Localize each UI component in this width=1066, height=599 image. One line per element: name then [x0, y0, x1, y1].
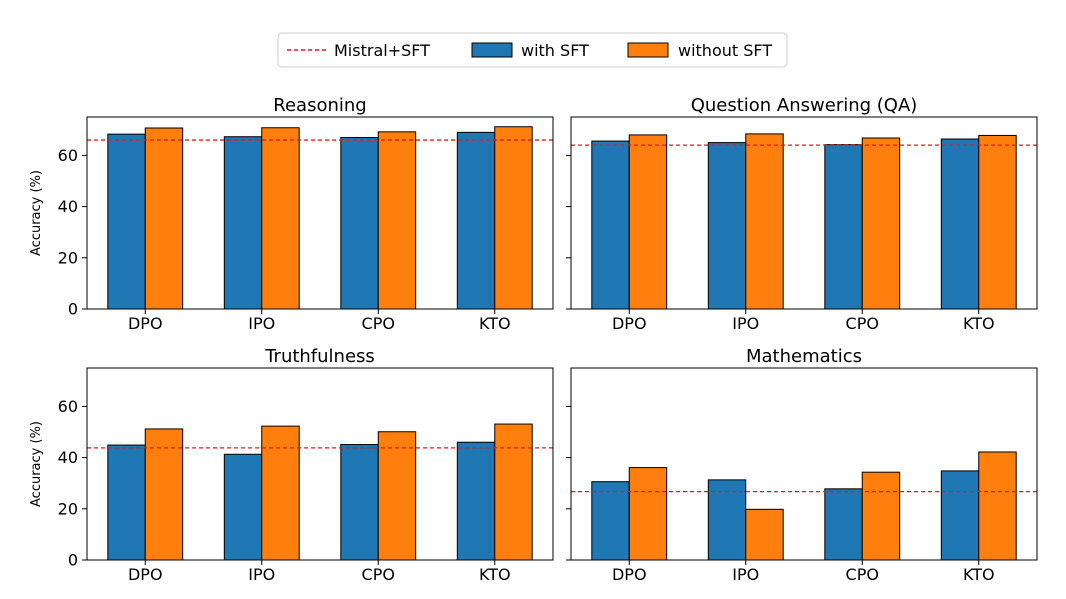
bar-without-sft-cpo [861, 137, 901, 310]
bar-without-sft-dpo [144, 127, 184, 310]
axes-frame [86, 116, 554, 310]
x-tick-label: CPO [362, 314, 395, 333]
x-tick-label: KTO [963, 314, 995, 333]
panel-title: Question Answering (QA) [691, 95, 918, 116]
bar-without-sft-ipo [261, 127, 300, 310]
legend-with-label: with SFT [521, 41, 589, 60]
y-axis-label: Accuracy (%) [29, 170, 44, 256]
bar-without-sft-dpo [628, 467, 668, 561]
panel-title: Truthfulness [264, 346, 375, 367]
legend-without-label: without SFT [678, 41, 772, 60]
bar-without-sft-kto [978, 134, 1017, 310]
bar-without-sft-cpo [377, 131, 417, 310]
x-tick-label: IPO [732, 314, 759, 333]
x-tick-label: DPO [612, 314, 647, 333]
bar-with-sft-ipo [707, 142, 747, 310]
legend-frame [277, 32, 788, 68]
bar-without-sft-ipo [745, 508, 784, 561]
bar-without-sft-dpo [628, 134, 668, 310]
x-tick-label: IPO [732, 565, 759, 584]
y-tick-label: 40 [58, 448, 78, 467]
legend: Mistral+SFT with SFT without SFT [277, 32, 788, 68]
x-tick-label: DPO [612, 565, 647, 584]
bar-without-sft-dpo [144, 428, 184, 561]
y-tick-label: 40 [58, 197, 78, 216]
x-tick-label: KTO [963, 565, 995, 584]
panel-title: Mathematics [746, 346, 862, 367]
bar-with-sft-kto [940, 470, 980, 561]
panel-truthfulness: Truthfulness DPO IPO CPO KTO 0 20 40 60 Accuracy … [29, 346, 554, 584]
axes-frame [570, 116, 1038, 310]
bar-without-sft-cpo [861, 471, 901, 561]
panel-title: Reasoning [273, 95, 366, 116]
bar-with-sft-kto [456, 131, 496, 310]
bar-with-sft-ipo [223, 136, 263, 310]
bar-with-sft-cpo [340, 136, 379, 310]
axes-frame [86, 367, 554, 561]
bar-with-sft-dpo [107, 444, 146, 561]
x-tick-label: DPO [128, 314, 163, 333]
bar-without-sft-kto [494, 423, 533, 561]
y-tick-label: 20 [58, 499, 78, 518]
bar-with-sft-dpo [591, 140, 630, 310]
x-tick-label: CPO [362, 565, 395, 584]
panel-mathematics: Mathematics DPO IPO CPO KTO [566, 346, 1038, 584]
y-tick-label: 0 [68, 300, 78, 319]
y-tick-label: 60 [58, 146, 78, 165]
legend-with-swatch [471, 42, 513, 58]
x-tick-label: CPO [846, 314, 879, 333]
bar-with-sft-kto [456, 441, 496, 561]
y-axis-label: Accuracy (%) [29, 421, 44, 507]
bar-with-sft-cpo [824, 488, 863, 561]
bar-with-sft-kto [940, 138, 980, 310]
y-tick-label: 0 [68, 551, 78, 570]
bar-with-sft-cpo [824, 144, 863, 310]
bar-with-sft-ipo [223, 453, 263, 561]
axes-frame [570, 367, 1038, 561]
bar-without-sft-ipo [261, 425, 300, 561]
y-tick-label: 60 [58, 397, 78, 416]
x-tick-label: IPO [248, 565, 275, 584]
bar-without-sft-cpo [377, 431, 417, 561]
x-tick-label: KTO [479, 314, 511, 333]
bar-with-sft-ipo [707, 479, 747, 561]
panel-reasoning: Reasoning DPO IPO CPO KTO 0 20 40 60 Accuracy (%) [29, 95, 554, 333]
bar-with-sft-cpo [340, 444, 379, 561]
y-tick-label: 20 [58, 248, 78, 267]
x-tick-label: IPO [248, 314, 275, 333]
bar-with-sft-dpo [591, 481, 630, 561]
bar-with-sft-dpo [107, 133, 146, 310]
x-tick-label: CPO [846, 565, 879, 584]
panel-question-answering: Question Answering (QA) DPO IPO CPO KTO [566, 95, 1038, 333]
legend-reference-label: Mistral+SFT [334, 41, 430, 60]
x-tick-label: DPO [128, 565, 163, 584]
bar-without-sft-ipo [745, 133, 784, 310]
legend-without-swatch [627, 42, 669, 58]
bar-without-sft-kto [978, 451, 1017, 561]
bar-without-sft-kto [494, 126, 533, 310]
x-tick-label: KTO [479, 565, 511, 584]
